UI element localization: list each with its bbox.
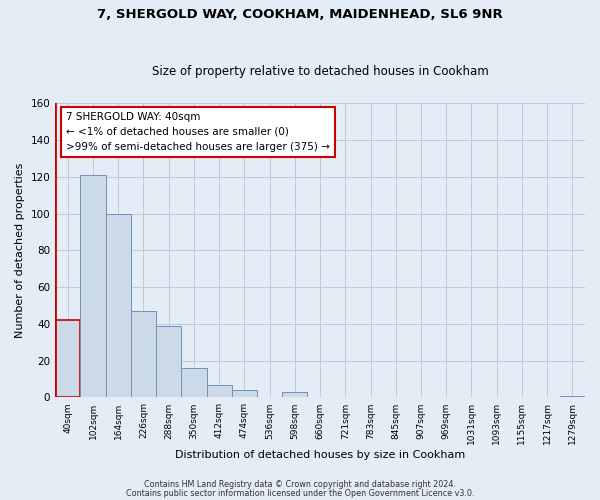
Bar bbox=[55, 320, 80, 398]
Bar bbox=[282, 392, 307, 398]
Bar bbox=[560, 396, 585, 398]
Text: Contains public sector information licensed under the Open Government Licence v3: Contains public sector information licen… bbox=[126, 489, 474, 498]
Bar bbox=[156, 326, 181, 398]
Y-axis label: Number of detached properties: Number of detached properties bbox=[15, 162, 25, 338]
Bar bbox=[80, 175, 106, 398]
Text: 7, SHERGOLD WAY, COOKHAM, MAIDENHEAD, SL6 9NR: 7, SHERGOLD WAY, COOKHAM, MAIDENHEAD, SL… bbox=[97, 8, 503, 20]
Text: 7 SHERGOLD WAY: 40sqm
← <1% of detached houses are smaller (0)
>99% of semi-deta: 7 SHERGOLD WAY: 40sqm ← <1% of detached … bbox=[66, 112, 329, 152]
Bar bbox=[206, 384, 232, 398]
Bar bbox=[106, 214, 131, 398]
X-axis label: Distribution of detached houses by size in Cookham: Distribution of detached houses by size … bbox=[175, 450, 465, 460]
Bar bbox=[181, 368, 206, 398]
Title: Size of property relative to detached houses in Cookham: Size of property relative to detached ho… bbox=[152, 66, 488, 78]
Bar bbox=[232, 390, 257, 398]
Bar bbox=[131, 311, 156, 398]
Text: Contains HM Land Registry data © Crown copyright and database right 2024.: Contains HM Land Registry data © Crown c… bbox=[144, 480, 456, 489]
